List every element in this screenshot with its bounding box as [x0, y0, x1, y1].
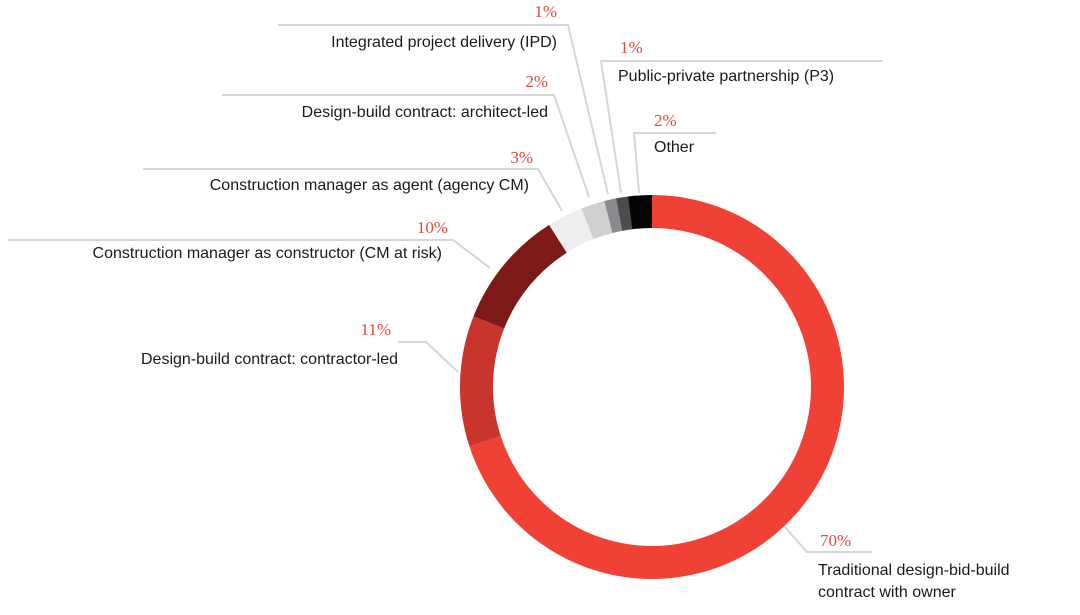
leader-lines: [8, 24, 883, 553]
category-label-integrated-project-delivery-ipd: Integrated project delivery (IPD): [331, 34, 557, 51]
slice-labels: 70% Traditional design-bid-build contract …: [93, 2, 1010, 601]
percent-label-integrated-project-delivery-ipd: 1%: [534, 2, 557, 21]
percent-label-public-private-partnership-p3: 1%: [620, 38, 643, 57]
slice-integrated-project-delivery-ipd: [604, 198, 623, 233]
slice-other: [627, 195, 652, 230]
percent-label-traditional-design-bid-build-contract-with-owner: 70%: [820, 531, 851, 550]
percent-label-construction-manager-as-constructor-cm-at-risk: 10%: [417, 218, 448, 237]
category-label-other: Other: [654, 139, 695, 156]
leader-line-integrated-project-delivery-ipd: [278, 24, 609, 195]
leader-line-construction-manager-as-constructor-cm-at-risk: [8, 239, 491, 269]
category-label-construction-manager-as-agent-agency-cm: Construction manager as agent (agency CM…: [210, 177, 529, 194]
leader-line-design-build-contract-architect-led: [222, 94, 590, 198]
slice-public-private-partnership-p3: [616, 196, 633, 231]
category-label-traditional-design-bid-build-contract-with-owner-line1: Traditional design-bid-build: [818, 562, 1010, 579]
percent-label-other: 2%: [654, 111, 677, 130]
category-label-traditional-design-bid-build-contract-with-owner-line2: contract with owner: [818, 584, 957, 601]
slice-construction-manager-as-constructor-cm-at-risk: [473, 224, 567, 329]
leader-line-design-build-contract-contractor-led: [398, 341, 459, 373]
slice-construction-manager-as-agent-agency-cm: [549, 208, 594, 253]
leader-line-traditional-design-bid-build-contract-with-owner: [784, 526, 872, 553]
category-label-design-build-contract-contractor-led: Design-build contract: contractor-led: [141, 351, 398, 368]
category-label-design-build-contract-architect-led: Design-build contract: architect-led: [302, 104, 548, 121]
percent-label-design-build-contract-contractor-led: 11%: [360, 320, 391, 339]
leader-line-public-private-partnership-p3: [599, 60, 883, 194]
category-label-construction-manager-as-constructor-cm-at-risk: Construction manager as constructor (CM …: [93, 245, 442, 262]
slice-design-build-contract-architect-led: [581, 201, 613, 240]
leader-line-other: [632, 132, 716, 194]
donut-slices: [460, 195, 844, 579]
percent-label-design-build-contract-architect-led: 2%: [525, 72, 548, 91]
slice-design-build-contract-contractor-led: [460, 316, 505, 447]
category-label-public-private-partnership-p3: Public-private partnership (P3): [618, 68, 834, 85]
percent-label-construction-manager-as-agent-agency-cm: 3%: [510, 148, 533, 167]
leader-line-construction-manager-as-agent-agency-cm: [143, 168, 563, 212]
